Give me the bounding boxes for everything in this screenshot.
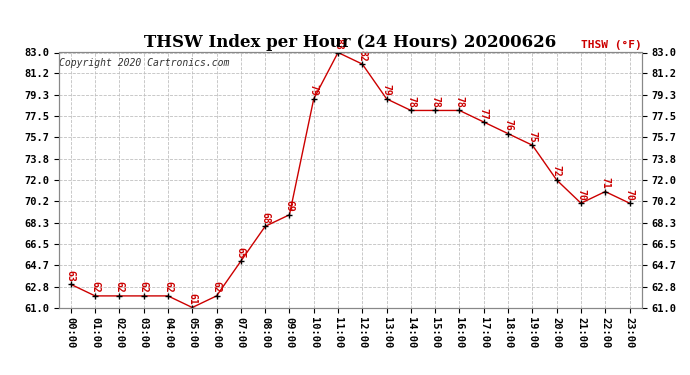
Text: 83: 83 bbox=[333, 38, 343, 50]
Text: 71: 71 bbox=[600, 177, 610, 189]
Text: 62: 62 bbox=[115, 281, 124, 293]
Text: 70: 70 bbox=[576, 189, 586, 200]
Text: 78: 78 bbox=[455, 96, 464, 108]
Text: 72: 72 bbox=[552, 165, 562, 177]
Text: 79: 79 bbox=[308, 84, 319, 96]
Text: 63: 63 bbox=[66, 270, 76, 282]
Text: 62: 62 bbox=[139, 281, 148, 293]
Text: 78: 78 bbox=[430, 96, 440, 108]
Title: THSW Index per Hour (24 Hours) 20200626: THSW Index per Hour (24 Hours) 20200626 bbox=[144, 34, 556, 51]
Text: 82: 82 bbox=[357, 50, 367, 62]
Text: Copyright 2020 Cartronics.com: Copyright 2020 Cartronics.com bbox=[59, 58, 230, 68]
Text: 62: 62 bbox=[212, 281, 221, 293]
Text: 78: 78 bbox=[406, 96, 416, 108]
Text: 62: 62 bbox=[90, 281, 100, 293]
Text: 61: 61 bbox=[187, 293, 197, 305]
Text: 75: 75 bbox=[527, 131, 538, 142]
Text: 68: 68 bbox=[260, 212, 270, 223]
Text: 79: 79 bbox=[382, 84, 392, 96]
Text: 65: 65 bbox=[236, 247, 246, 258]
Text: 70: 70 bbox=[624, 189, 635, 200]
Text: THSW (°F): THSW (°F) bbox=[581, 40, 642, 50]
Text: 69: 69 bbox=[284, 200, 295, 212]
Text: 77: 77 bbox=[479, 108, 489, 119]
Text: 62: 62 bbox=[163, 281, 173, 293]
Text: 76: 76 bbox=[503, 119, 513, 131]
